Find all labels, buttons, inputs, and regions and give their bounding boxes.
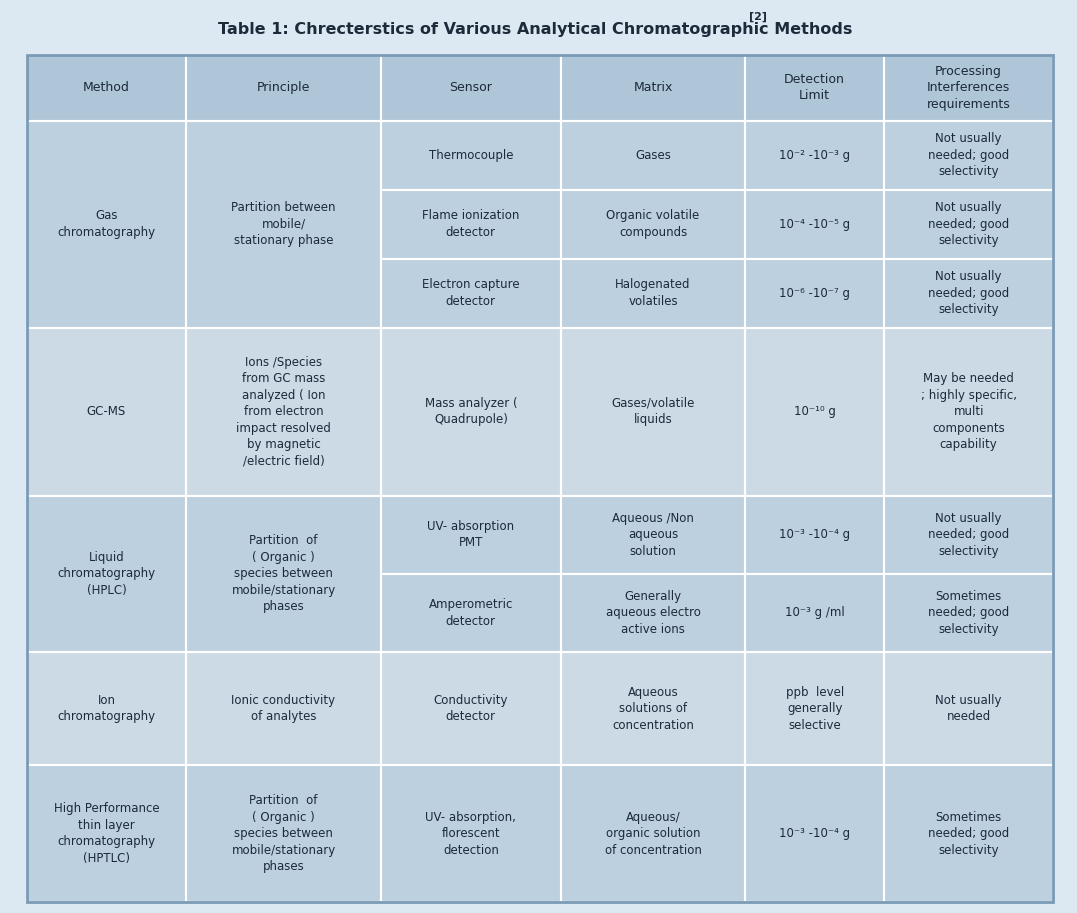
Bar xyxy=(186,121,381,328)
Bar xyxy=(745,652,884,765)
Bar xyxy=(561,765,745,902)
Text: 10⁻³ -10⁻⁴ g: 10⁻³ -10⁻⁴ g xyxy=(779,529,850,541)
Text: Table 1: Chrecterstics of Various Analytical Chromatographic Methods: Table 1: Chrecterstics of Various Analyt… xyxy=(219,22,858,37)
Text: Gases: Gases xyxy=(635,149,671,162)
Bar xyxy=(884,765,1053,902)
Bar xyxy=(884,55,1053,121)
Text: Aqueous
solutions of
concentration: Aqueous solutions of concentration xyxy=(612,686,694,731)
Bar xyxy=(745,573,884,652)
Bar xyxy=(561,121,745,190)
Text: Liquid
chromatography
(HPLC): Liquid chromatography (HPLC) xyxy=(57,551,155,597)
Bar xyxy=(381,55,561,121)
Text: Partition  of
( Organic )
species between
mobile/stationary
phases: Partition of ( Organic ) species between… xyxy=(232,794,336,873)
Text: UV- absorption
PMT: UV- absorption PMT xyxy=(428,520,515,550)
Text: Not usually
needed; good
selectivity: Not usually needed; good selectivity xyxy=(928,270,1009,316)
Bar xyxy=(745,328,884,496)
Text: Ion
chromatography: Ion chromatography xyxy=(57,694,155,723)
Bar xyxy=(745,121,884,190)
Bar xyxy=(381,573,561,652)
Text: Matrix: Matrix xyxy=(633,81,673,94)
Bar xyxy=(186,55,381,121)
Bar xyxy=(884,652,1053,765)
Bar xyxy=(381,765,561,902)
Text: Method: Method xyxy=(83,81,130,94)
Text: Principle: Principle xyxy=(256,81,310,94)
Text: Aqueous/
organic solution
of concentration: Aqueous/ organic solution of concentrati… xyxy=(604,811,701,856)
Bar xyxy=(745,765,884,902)
Text: ppb  level
generally
selective: ppb level generally selective xyxy=(785,686,843,731)
Text: Not usually
needed; good
selectivity: Not usually needed; good selectivity xyxy=(928,201,1009,247)
Bar xyxy=(381,121,561,190)
Bar xyxy=(381,258,561,328)
Bar xyxy=(186,652,381,765)
Bar xyxy=(381,652,561,765)
Text: Conductivity
detector: Conductivity detector xyxy=(434,694,508,723)
Bar xyxy=(884,190,1053,258)
Text: Detection
Limit: Detection Limit xyxy=(784,73,845,102)
Text: Processing
Interferences
requirements: Processing Interferences requirements xyxy=(926,65,1010,110)
Bar xyxy=(884,258,1053,328)
Bar xyxy=(381,496,561,573)
Text: UV- absorption,
florescent
detection: UV- absorption, florescent detection xyxy=(425,811,516,856)
Text: 10⁻³ -10⁻⁴ g: 10⁻³ -10⁻⁴ g xyxy=(779,827,850,840)
Bar xyxy=(381,328,561,496)
Text: Ions /Species
from GC mass
analyzed ( Ion
from electron
impact resolved
by magne: Ions /Species from GC mass analyzed ( Io… xyxy=(236,356,331,467)
Text: [2]: [2] xyxy=(749,12,767,22)
Text: Gas
chromatography: Gas chromatography xyxy=(57,209,155,239)
Bar xyxy=(27,328,186,496)
Text: May be needed
; highly specific,
multi
components
capability: May be needed ; highly specific, multi c… xyxy=(921,373,1017,451)
Bar xyxy=(884,573,1053,652)
Bar xyxy=(745,190,884,258)
Bar xyxy=(186,765,381,902)
Bar xyxy=(27,121,186,328)
Bar xyxy=(745,55,884,121)
Text: Flame ionization
detector: Flame ionization detector xyxy=(422,209,519,239)
Bar xyxy=(884,121,1053,190)
Bar xyxy=(381,190,561,258)
Text: GC-MS: GC-MS xyxy=(87,405,126,418)
Text: Gases/volatile
liquids: Gases/volatile liquids xyxy=(612,397,695,426)
Bar xyxy=(745,258,884,328)
Text: Partition  of
( Organic )
species between
mobile/stationary
phases: Partition of ( Organic ) species between… xyxy=(232,534,336,614)
Text: Thermocouple: Thermocouple xyxy=(429,149,513,162)
Bar xyxy=(561,496,745,573)
Text: Sometimes
needed; good
selectivity: Sometimes needed; good selectivity xyxy=(928,590,1009,635)
Text: Aqueous /Non
aqueous
solution: Aqueous /Non aqueous solution xyxy=(612,511,694,558)
Bar xyxy=(561,190,745,258)
Text: 10⁻² -10⁻³ g: 10⁻² -10⁻³ g xyxy=(779,149,850,162)
Text: 10⁻¹⁰ g: 10⁻¹⁰ g xyxy=(794,405,836,418)
Text: Not usually
needed; good
selectivity: Not usually needed; good selectivity xyxy=(928,511,1009,558)
Text: Ionic conductivity
of analytes: Ionic conductivity of analytes xyxy=(232,694,336,723)
Bar xyxy=(27,55,186,121)
Bar xyxy=(186,328,381,496)
Bar xyxy=(186,496,381,652)
Bar xyxy=(561,258,745,328)
Text: 10⁻⁶ -10⁻⁷ g: 10⁻⁶ -10⁻⁷ g xyxy=(779,287,850,299)
Text: Organic volatile
compounds: Organic volatile compounds xyxy=(606,209,700,239)
Bar xyxy=(561,328,745,496)
Text: 10⁻³ g /ml: 10⁻³ g /ml xyxy=(785,606,844,619)
Text: Generally
aqueous electro
active ions: Generally aqueous electro active ions xyxy=(605,590,700,635)
Bar xyxy=(27,652,186,765)
Text: Not usually
needed; good
selectivity: Not usually needed; good selectivity xyxy=(928,132,1009,178)
Text: Not usually
needed: Not usually needed xyxy=(936,694,1002,723)
Text: Mass analyzer (
Quadrupole): Mass analyzer ( Quadrupole) xyxy=(424,397,517,426)
Text: Halogenated
volatiles: Halogenated volatiles xyxy=(615,278,690,308)
Bar xyxy=(884,328,1053,496)
Text: Sometimes
needed; good
selectivity: Sometimes needed; good selectivity xyxy=(928,811,1009,856)
Bar xyxy=(27,765,186,902)
Bar xyxy=(561,652,745,765)
Bar xyxy=(561,573,745,652)
Text: Electron capture
detector: Electron capture detector xyxy=(422,278,519,308)
Text: High Performance
thin layer
chromatography
(HPTLC): High Performance thin layer chromatograp… xyxy=(54,803,159,865)
Text: Sensor: Sensor xyxy=(449,81,492,94)
Bar xyxy=(745,496,884,573)
Text: Partition between
mobile/
stationary phase: Partition between mobile/ stationary pha… xyxy=(232,201,336,247)
Bar xyxy=(27,496,186,652)
Bar xyxy=(884,496,1053,573)
Text: Amperometric
detector: Amperometric detector xyxy=(429,598,513,627)
Bar xyxy=(561,55,745,121)
Text: 10⁻⁴ -10⁻⁵ g: 10⁻⁴ -10⁻⁵ g xyxy=(779,217,850,231)
